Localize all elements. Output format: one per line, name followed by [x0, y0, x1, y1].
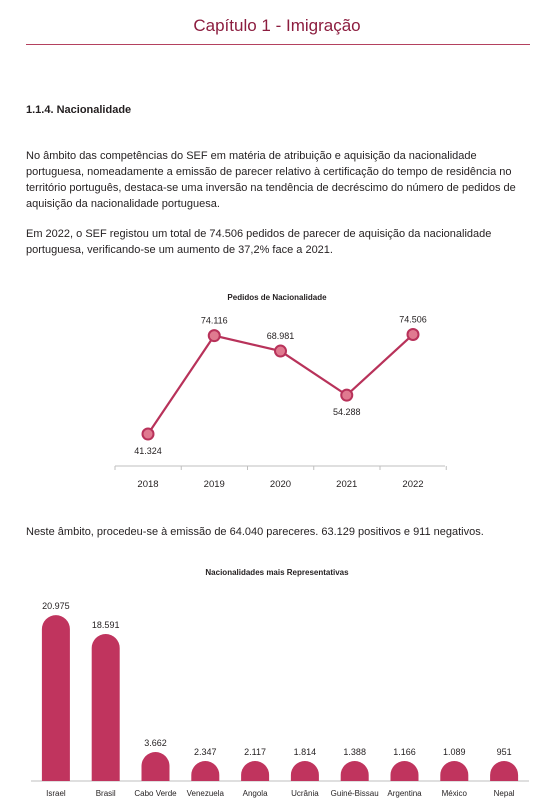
bar-chart-bar	[290, 761, 319, 781]
bar-chart-category-label: Angola	[243, 789, 268, 798]
line-chart-data-label: 54.288	[333, 407, 361, 417]
bar-chart-bar	[91, 634, 120, 781]
bar-chart-category-label: Venezuela	[187, 789, 225, 798]
bar-chart-category-label: Israel	[46, 789, 66, 798]
bar-chart-category-label: México	[442, 789, 468, 798]
bar-chart-category-label: Ucrânia	[291, 789, 319, 798]
line-chart-point	[141, 427, 155, 441]
line-chart-data-label: 68.981	[267, 331, 295, 341]
line-chart-x-tick-label: 2022	[402, 479, 423, 490]
chapter-title: Capítulo 1 - Imigração	[193, 16, 361, 35]
line-chart-x-tick-label: 2019	[204, 479, 225, 490]
header-divider	[26, 44, 530, 45]
bar-chart-bar	[141, 752, 170, 781]
bar-chart-category-label: Argentina	[387, 789, 422, 798]
bar-chart-bar	[241, 761, 270, 781]
bar-chart-data-label: 951	[497, 747, 512, 757]
page-header: Capítulo 1 - Imigração	[0, 0, 554, 46]
bar-chart-title: Nacionalidades mais Representativas	[205, 568, 349, 577]
bar-chart-data-label: 2.347	[194, 747, 217, 757]
bar-chart-category-label: Cabo Verde	[134, 789, 177, 798]
bar-chart-category-label: Nepal	[494, 789, 515, 798]
line-chart-x-tick-label: 2018	[137, 479, 158, 490]
line-chart-data-label: 74.506	[399, 314, 427, 324]
line-chart-data-label: 41.324	[134, 446, 162, 456]
line-chart-data-label: 74.116	[201, 316, 228, 326]
bar-chart-data-label: 18.591	[92, 620, 120, 630]
line-chart-point	[340, 388, 354, 402]
section-heading: 1.1.4. Nacionalidade	[26, 104, 132, 116]
bar-chart-category-label: Guiné-Bissau	[331, 789, 379, 798]
bar-chart-bar	[41, 615, 70, 781]
line-chart-point	[207, 329, 221, 343]
bar-chart-bar	[390, 761, 419, 781]
line-chart-x-tick-label: 2021	[336, 479, 357, 490]
paragraph-intro: No âmbito das competências do SEF em mat…	[26, 150, 516, 210]
paragraph-pareceres: Neste âmbito, procedeu-se à emissão de 6…	[26, 526, 484, 538]
bar-chart-data-label: 1.089	[443, 747, 466, 757]
bar-chart-data-label: 1.814	[294, 747, 317, 757]
bar-chart-data-label: 1.388	[343, 747, 366, 757]
bar-chart-data-label: 3.662	[144, 738, 167, 748]
line-chart-point	[274, 344, 287, 358]
bar-chart-data-label: 20.975	[42, 601, 70, 611]
line-chart-point	[406, 327, 420, 341]
bar-chart-data-label: 1.166	[393, 747, 416, 757]
line-chart-title: Pedidos de Nacionalidade	[227, 293, 327, 302]
bar-chart-category-label: Brasil	[96, 789, 116, 798]
bar-chart-bar	[340, 761, 369, 781]
line-chart-x-tick-label: 2020	[270, 479, 291, 490]
bar-chart-data-label: 2.117	[244, 747, 266, 757]
bar-chart-bar	[191, 761, 220, 781]
paragraph-2022-total: Em 2022, o SEF registou um total de 74.5…	[26, 228, 492, 256]
bar-chart-bar	[440, 761, 469, 781]
bar-chart-bar	[490, 761, 519, 781]
